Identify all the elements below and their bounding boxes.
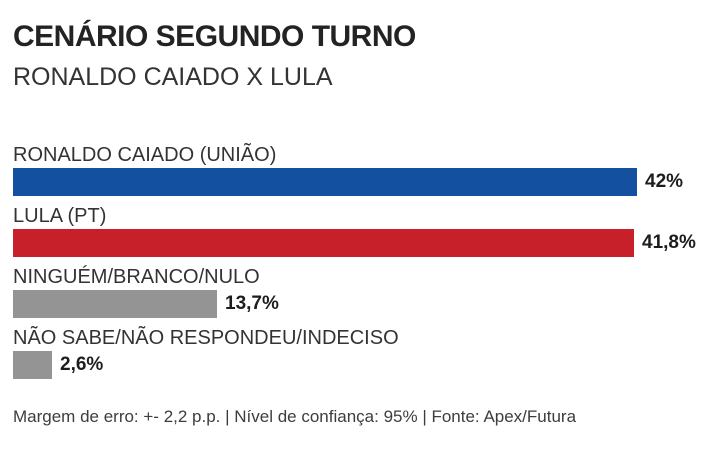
bar-chart: RONALDO CAIADO (UNIÃO) 42% LULA (PT) 41,… xyxy=(13,145,696,379)
bar-label: NINGUÉM/BRANCO/NULO xyxy=(13,266,260,288)
bar-label: NÃO SABE/NÃO RESPONDEU/INDECISO xyxy=(13,327,399,349)
bar-value: 42% xyxy=(645,171,684,192)
bar xyxy=(13,229,634,257)
page-subtitle: RONALDO CAIADO X LULA xyxy=(13,63,333,91)
bar-value: 2,6% xyxy=(60,354,104,375)
bar xyxy=(13,290,217,318)
bar xyxy=(13,168,637,196)
bar-value: 13,7% xyxy=(225,293,279,314)
chart-row-indeciso: NÃO SABE/NÃO RESPONDEU/INDECISO 2,6% xyxy=(13,328,689,379)
bar-label: RONALDO CAIADO (UNIÃO) xyxy=(13,144,277,166)
bar-line: 13,7% xyxy=(13,290,689,318)
bar-label: LULA (PT) xyxy=(13,205,107,227)
footnote: Margem de erro: +- 2,2 p.p. | Nível de c… xyxy=(13,407,577,426)
page-title: CENÁRIO SEGUNDO TURNO xyxy=(13,20,416,53)
bar-line: 41,8% xyxy=(13,229,696,257)
chart-row-branco-nulo: NINGUÉM/BRANCO/NULO 13,7% xyxy=(13,267,689,318)
bar-line: 42% xyxy=(13,168,689,196)
chart-row-caiado: RONALDO CAIADO (UNIÃO) 42% xyxy=(13,145,689,196)
bar-value: 41,8% xyxy=(642,232,696,253)
bar-line: 2,6% xyxy=(13,351,689,379)
chart-row-lula: LULA (PT) 41,8% xyxy=(13,205,696,257)
bar xyxy=(13,351,52,379)
